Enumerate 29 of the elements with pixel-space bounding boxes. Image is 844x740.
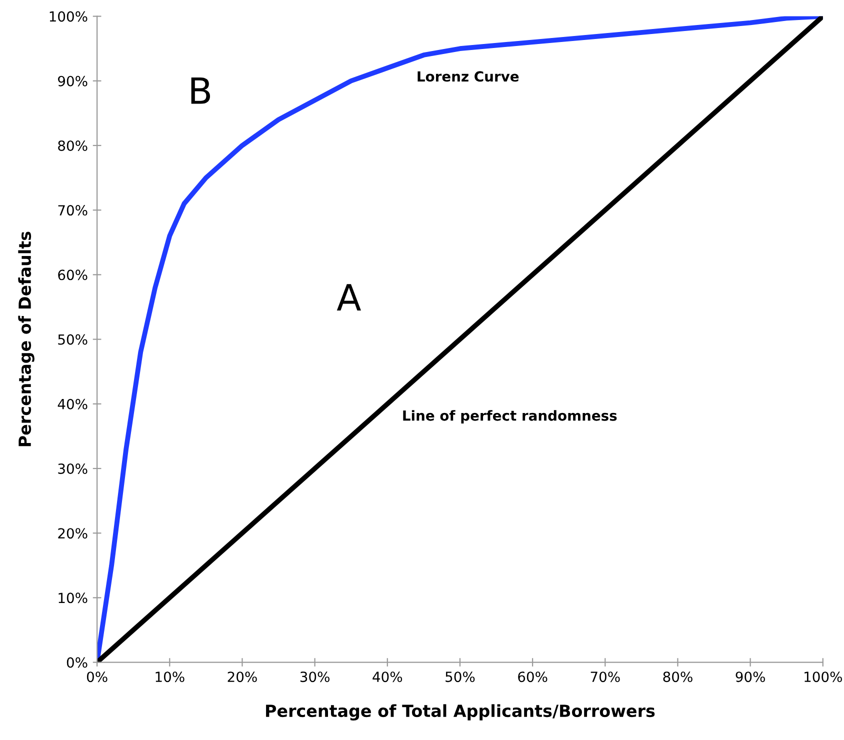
y-tick-label: 80%	[58, 140, 88, 151]
x-tick-label: 60%	[518, 672, 548, 682]
annotation: B	[191, 77, 210, 104]
x-tick-label: 100%	[804, 672, 842, 682]
x-tick-label: 80%	[663, 672, 692, 682]
y-tick-label: 70%	[58, 205, 88, 216]
y-tick-label: 20%	[58, 528, 88, 539]
y-tick-label: 60%	[58, 270, 88, 280]
y-tick-label: 0%	[66, 657, 88, 668]
x-axis-title: Percentage of Total Applicants/Borrowers	[266, 704, 655, 720]
y-axis-title: Percentage of Defaults	[18, 232, 34, 446]
y-tick-label: 90%	[58, 76, 88, 86]
annotation: Line of perfect randomness	[403, 410, 617, 424]
x-tick-label: 50%	[446, 672, 475, 682]
y-tick-label: 30%	[58, 463, 88, 474]
y-tick-label: 100%	[50, 11, 88, 22]
line-series	[97, 16, 823, 662]
y-tick-label: 40%	[58, 398, 88, 410]
y-tick-label: 10%	[58, 592, 88, 604]
x-tick-label: 10%	[156, 672, 184, 682]
x-tick-label: 30%	[300, 672, 330, 682]
x-tick-label: 70%	[590, 672, 620, 682]
x-tick-label: 40%	[372, 672, 402, 682]
y-tick-label: 50%	[58, 334, 88, 345]
x-tick-label: 90%	[736, 672, 765, 682]
x-tick-label: 20%	[228, 672, 257, 682]
annotation: Lorenz Curve	[418, 71, 519, 82]
x-tick-label: 0%	[86, 672, 108, 682]
annotation: A	[336, 284, 361, 310]
